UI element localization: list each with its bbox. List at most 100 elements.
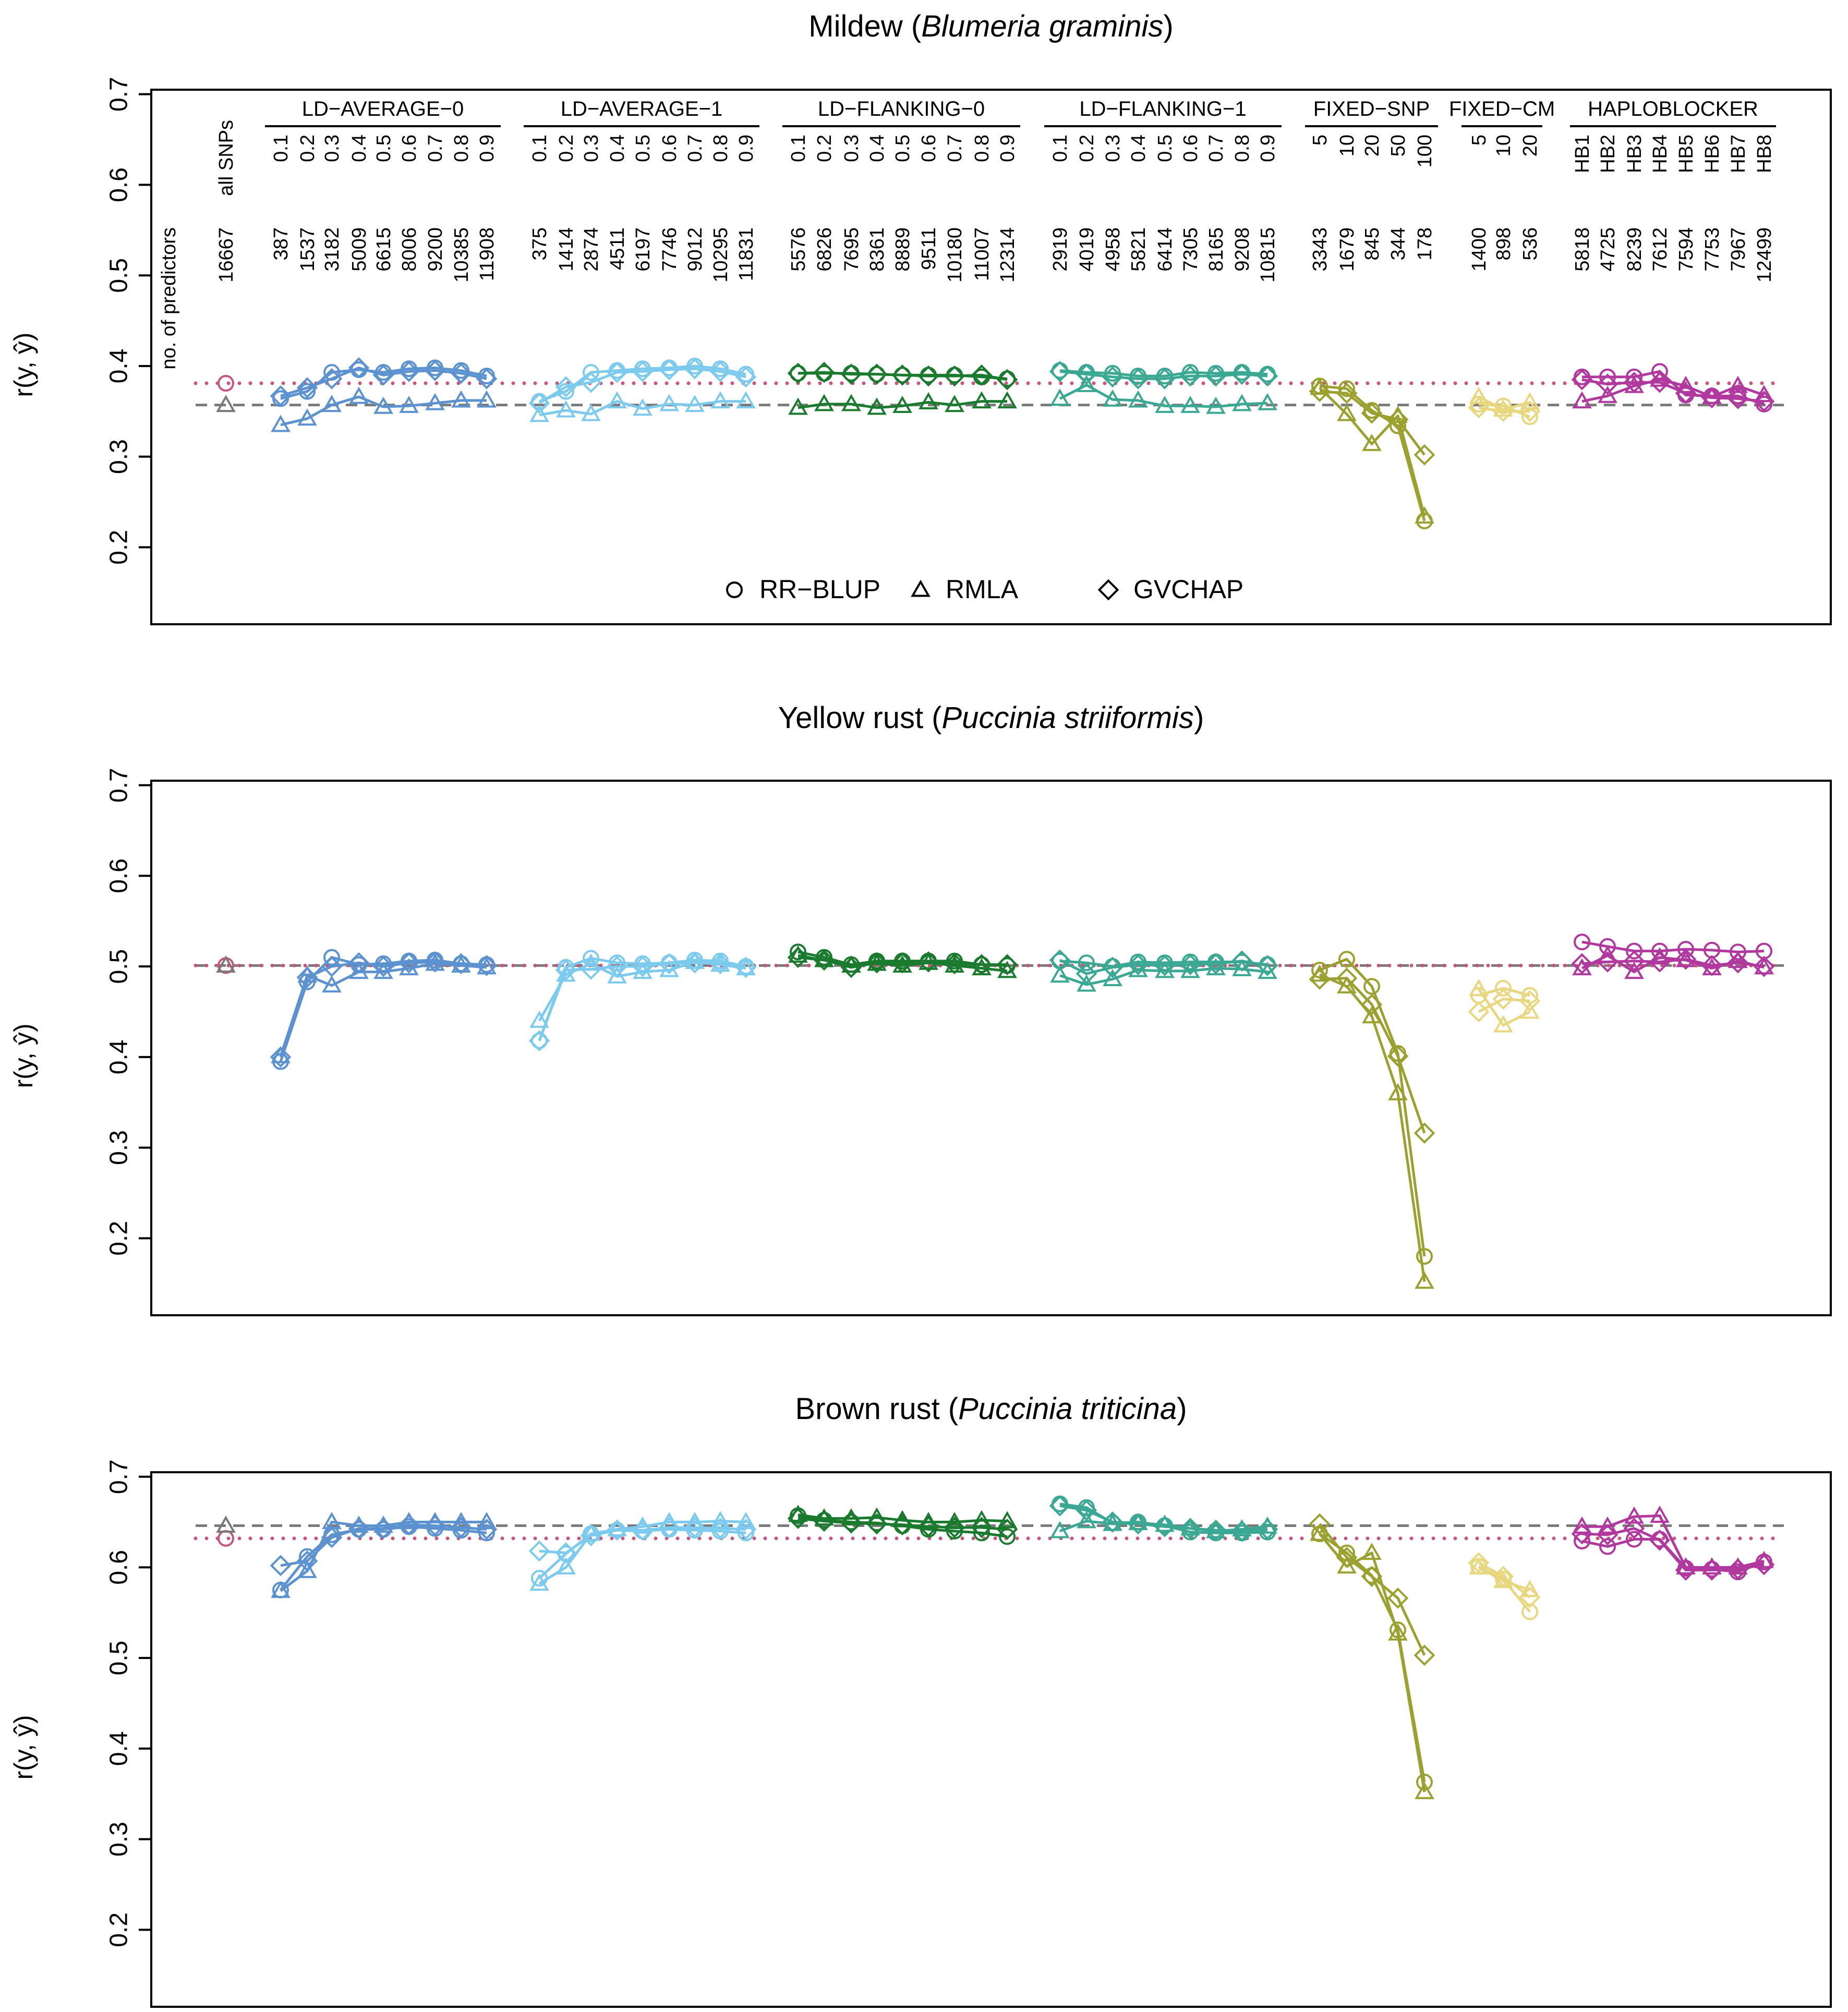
data-point-gvchap <box>866 952 888 974</box>
param-label: HB8 <box>1754 135 1775 173</box>
series-group <box>1468 386 1541 426</box>
data-point-rmla <box>814 394 834 411</box>
param-label: 0.3 <box>1102 135 1124 162</box>
series-group <box>1571 1505 1775 1581</box>
data-point-gvchap <box>321 368 343 390</box>
predictors-label: no. of predictors <box>158 227 180 369</box>
predictor-count: 5821 <box>1128 227 1150 272</box>
param-label: 0.2 <box>814 135 836 162</box>
data-point-gvchap <box>1571 953 1593 975</box>
predictor-count: 11007 <box>971 227 993 281</box>
data-point-gvchap <box>944 1517 965 1538</box>
data-point-rmla <box>1310 1523 1330 1541</box>
all-snps-label: all SNPs <box>215 120 237 196</box>
series-line-gvchap <box>1319 1523 1426 1656</box>
data-point-rrblup <box>1574 1533 1590 1550</box>
predictor-count: 7967 <box>1728 227 1749 272</box>
data-point-gvchap <box>1468 397 1490 419</box>
data-point-gvchap <box>1468 1552 1490 1574</box>
param-label: 5 <box>1468 135 1490 146</box>
data-point-gvchap <box>658 359 680 381</box>
data-point-rrblup <box>1311 962 1328 979</box>
predictor-count: 10385 <box>451 227 473 283</box>
data-point-rmla <box>1598 1516 1617 1534</box>
series-group <box>1309 951 1435 1289</box>
data-point-rmla <box>1624 1506 1644 1524</box>
chart-title: Yellow rust (Puccinia striiformis) <box>778 701 1204 735</box>
param-label: 0.1 <box>270 135 292 162</box>
data-point-gvchap <box>1597 373 1618 395</box>
data-point-rmla <box>1050 1521 1070 1538</box>
data-point-rmla <box>477 390 497 408</box>
y-tick-label: 0.4 <box>105 349 133 384</box>
param-label: HB6 <box>1701 135 1723 173</box>
data-point-rmla <box>997 391 1017 409</box>
data-point-gvchap <box>996 369 1018 391</box>
data-point-gvchap <box>296 966 318 988</box>
data-point-rmla <box>841 394 861 411</box>
data-point-rmla <box>373 396 393 414</box>
data-point-rmla <box>271 1046 291 1063</box>
param-label: 0.4 <box>607 135 629 162</box>
param-label: 0.5 <box>1154 135 1176 162</box>
data-point-gvchap <box>348 1518 370 1540</box>
y-tick-label: 0.5 <box>105 258 133 293</box>
data-point-gvchap <box>840 956 862 978</box>
data-point-gvchap <box>813 949 835 971</box>
data-point-gvchap <box>1257 365 1278 387</box>
data-point-rmla <box>1103 389 1122 407</box>
data-point-rmla <box>1050 388 1070 406</box>
data-point-gvchap <box>1414 444 1435 466</box>
data-point-gvchap <box>1468 1001 1490 1023</box>
data-point-gvchap <box>1649 951 1671 973</box>
y-tick-label: 0.5 <box>105 949 133 984</box>
data-point-gvchap <box>813 1510 835 1532</box>
predictor-count: 7305 <box>1180 227 1202 272</box>
data-point-gvchap <box>632 1519 654 1541</box>
y-tick-label: 0.2 <box>105 1221 133 1256</box>
y-tick-label: 0.3 <box>105 439 133 474</box>
series-group <box>1309 378 1435 529</box>
data-point-gvchap <box>424 360 446 381</box>
data-point-rmla <box>945 395 964 413</box>
predictor-count: 7612 <box>1649 227 1671 272</box>
data-point-gvchap <box>398 952 420 974</box>
data-point-gvchap <box>1076 363 1097 385</box>
data-point-rmla <box>1388 1623 1408 1641</box>
predictor-count: 3343 <box>1309 227 1331 272</box>
param-label: 20 <box>1519 135 1541 156</box>
data-point-rmla <box>919 392 938 409</box>
data-point-rrblup <box>1363 978 1380 995</box>
y-tick-label: 0.6 <box>105 858 133 893</box>
data-point-gvchap <box>840 363 862 385</box>
legend: RR−BLUP RMLA GVCHAP <box>726 575 1243 604</box>
all-snps-rmla-marker <box>216 1516 236 1533</box>
data-point-gvchap <box>1675 382 1697 404</box>
data-point-gvchap <box>840 1512 862 1534</box>
series-group <box>1571 934 1775 979</box>
data-point-gvchap <box>1127 954 1149 975</box>
predictor-count: 8165 <box>1205 227 1227 272</box>
plot-frame <box>150 89 1832 625</box>
param-label: 0.2 <box>555 135 577 162</box>
series-group <box>787 361 1018 415</box>
predictor-count: 4511 <box>607 227 629 270</box>
data-point-gvchap <box>891 952 913 974</box>
param-label: 0.7 <box>944 135 966 162</box>
data-point-gvchap <box>1231 363 1253 385</box>
data-point-rmla <box>349 962 369 979</box>
chart-title-text: Mildew ( <box>808 9 921 43</box>
data-point-gvchap <box>1387 1045 1409 1067</box>
data-point-rmla <box>659 394 679 411</box>
chart-panel: Brown rust (Puccinia triticina) 0.2 0.3 0.4… <box>9 1392 1832 2008</box>
data-point-rrblup <box>1338 380 1355 397</box>
data-point-gvchap <box>1519 990 1541 1012</box>
data-point-rmla <box>788 397 808 415</box>
param-label: 0.6 <box>918 135 940 162</box>
data-point-gvchap <box>891 1514 913 1536</box>
chart-title-text: ) <box>1177 1392 1187 1426</box>
param-label: 0.7 <box>1205 135 1227 162</box>
data-point-rrblup <box>323 949 340 966</box>
data-point-gvchap <box>866 1513 888 1535</box>
